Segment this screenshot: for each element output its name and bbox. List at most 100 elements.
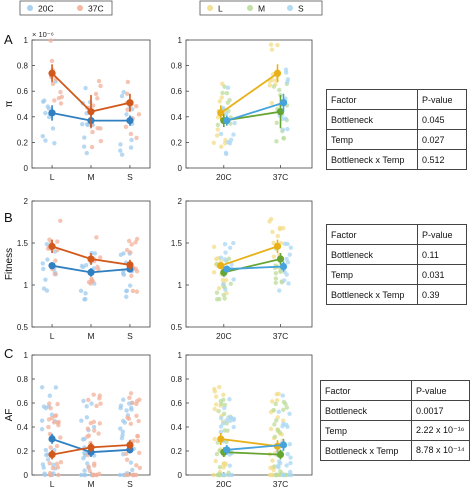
mean-point (223, 265, 231, 273)
jitter-point (52, 98, 57, 103)
jitter-point (133, 240, 138, 245)
jitter-point (94, 235, 99, 240)
table-row: Bottleneck x Temp 0.512 (326, 149, 467, 170)
y-tick-label: 0 (24, 164, 29, 173)
mean-point (48, 451, 56, 459)
jitter-point (214, 451, 220, 457)
jitter-point (124, 457, 130, 462)
jitter-point (278, 469, 283, 474)
jitter-point (42, 471, 47, 476)
jitter-point (281, 407, 286, 412)
jitter-point (270, 458, 275, 463)
jitter-point (216, 286, 222, 291)
jitter-point (273, 401, 278, 407)
jitter-point (90, 278, 95, 284)
jitter-point (221, 411, 227, 416)
y-tick-label: 1 (24, 281, 29, 290)
jitter-point (39, 426, 45, 432)
series-line (220, 245, 278, 267)
jitter-point (125, 79, 131, 85)
jitter-point (95, 264, 100, 270)
mean-point (273, 242, 282, 250)
y-tick-label: 0.4 (171, 423, 183, 432)
x-tick-label: 37C (273, 172, 289, 182)
mean-point (273, 69, 282, 77)
jitter-point (96, 431, 101, 436)
jitter-point (275, 233, 281, 239)
mean-point (217, 435, 225, 443)
jitter-point (80, 437, 86, 442)
jitter-point (222, 405, 227, 411)
jitter-point (273, 280, 278, 285)
jitter-point (219, 401, 224, 406)
jitter-point (95, 96, 100, 101)
jitter-point (134, 463, 139, 468)
table-cell-pvalue: 8.78 x 10⁻¹⁴ (411, 440, 470, 461)
jitter-point (87, 468, 92, 473)
x-tick-label: S (127, 331, 133, 341)
jitter-point (48, 38, 53, 43)
jitter-point (43, 110, 48, 116)
jitter-point (287, 469, 293, 475)
jitter-point (127, 395, 132, 401)
jitter-point (126, 238, 132, 244)
jitter-point (91, 463, 97, 468)
x-tick-label: M (87, 479, 94, 489)
jitter-point (86, 464, 91, 469)
table-row: Temp 0.031 (326, 264, 467, 285)
jitter-point (45, 457, 51, 462)
jitter-point (92, 428, 97, 433)
jitter-point (129, 137, 134, 143)
table-header-row: Factor P-value (326, 224, 467, 245)
jitter-point (284, 463, 289, 468)
jitter-point (46, 106, 52, 111)
table-cell-factor: Temp (326, 129, 418, 150)
series-line (226, 101, 284, 122)
jitter-point (130, 400, 135, 406)
table-cell-factor: Bottleneck x Temp (326, 284, 418, 305)
mean-point (279, 99, 288, 107)
jitter-point (78, 288, 84, 294)
pvalue-table-fitness: Factor P-value Bottleneck 0.11 Temp 0.03… (326, 224, 467, 305)
legend-marker (287, 5, 293, 11)
y-tick-label: 1.5 (17, 239, 29, 248)
legend-marker (247, 5, 253, 11)
jitter-point (91, 419, 97, 425)
table-row: Bottleneck 0.11 (326, 244, 467, 265)
jitter-point (124, 408, 129, 413)
panel-label-c: C (4, 346, 13, 361)
mean-point (48, 262, 56, 270)
jitter-point (285, 126, 290, 132)
plot-frame (185, 200, 313, 328)
jitter-point (268, 42, 274, 47)
jitter-point (47, 470, 53, 476)
jitter-point (85, 426, 91, 431)
series-line (223, 451, 281, 456)
jitter-point (215, 122, 221, 128)
jitter-point (124, 288, 129, 294)
jitter-point (55, 239, 60, 244)
y-tick-label: 0.6 (171, 87, 183, 96)
jitter-point (270, 399, 275, 404)
series-line (226, 444, 284, 451)
jitter-point (134, 104, 139, 109)
jitter-point (232, 120, 237, 126)
mean-point (48, 435, 56, 443)
jitter-point (211, 472, 216, 478)
jitter-point (286, 281, 291, 286)
table-row: Bottleneck x Temp 0.39 (326, 284, 467, 305)
jitter-point (47, 461, 52, 466)
jitter-point (277, 87, 282, 93)
table-cell-factor: Bottleneck (326, 244, 418, 265)
mean-point (87, 443, 95, 451)
y-tick-label: 0.8 (171, 62, 183, 71)
jitter-point (118, 252, 124, 257)
table-header-pvalue: P-value (411, 380, 470, 401)
jitter-point (214, 133, 220, 138)
y-tick-label: 0 (178, 471, 183, 480)
jitter-point (42, 98, 47, 103)
jitter-point (220, 277, 226, 283)
x-tick-label: S (127, 172, 133, 182)
x-tick-label: S (127, 479, 133, 489)
y-tick-label: 0.8 (171, 375, 183, 384)
